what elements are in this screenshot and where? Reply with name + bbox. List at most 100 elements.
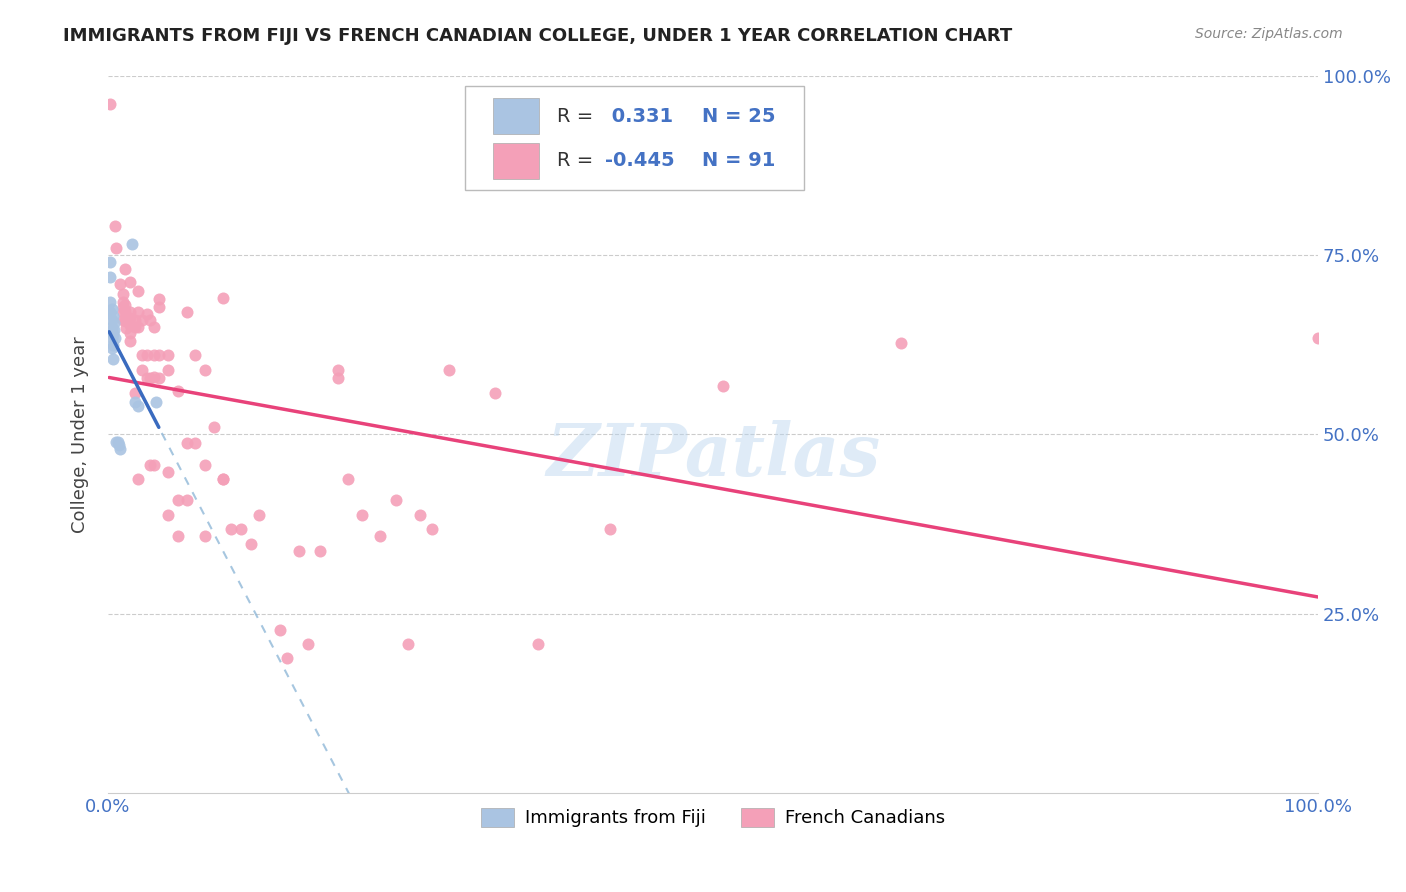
Text: N = 25: N = 25 <box>702 106 776 126</box>
Point <box>101 326 124 341</box>
Point <box>118 275 141 289</box>
Point <box>352 508 374 522</box>
Point <box>1308 330 1330 344</box>
Point <box>127 319 149 334</box>
Point <box>105 434 128 449</box>
Point <box>100 319 122 334</box>
Point <box>167 529 190 543</box>
Point <box>108 442 131 456</box>
Point <box>184 349 207 363</box>
Point <box>204 420 226 434</box>
Point <box>212 291 235 305</box>
Point <box>148 300 170 314</box>
Point <box>409 508 432 522</box>
Point <box>212 472 235 486</box>
Point <box>326 363 349 377</box>
Text: ZIPatlas: ZIPatlas <box>546 420 880 491</box>
Point <box>269 623 291 637</box>
Point <box>326 371 349 385</box>
Point <box>139 458 162 472</box>
Text: N = 91: N = 91 <box>702 151 776 170</box>
Point <box>148 349 170 363</box>
Point <box>103 316 125 330</box>
Point <box>135 349 157 363</box>
Point <box>107 434 129 449</box>
Point <box>100 341 122 355</box>
Point <box>124 395 146 409</box>
Point <box>484 385 506 400</box>
Text: R =: R = <box>557 106 593 126</box>
Point <box>143 349 166 363</box>
Point <box>118 334 141 348</box>
Point <box>118 326 141 340</box>
Point <box>131 363 153 377</box>
Point <box>221 522 243 536</box>
Point <box>385 493 408 508</box>
Point <box>127 284 149 298</box>
Point <box>420 522 443 536</box>
Point <box>100 330 122 344</box>
Point <box>111 294 134 309</box>
Point <box>157 349 180 363</box>
Point <box>145 395 167 409</box>
Text: -0.445: -0.445 <box>606 151 675 170</box>
Point <box>184 436 207 450</box>
Bar <box>494 143 538 178</box>
Point <box>368 529 391 543</box>
Point <box>114 304 136 318</box>
FancyBboxPatch shape <box>465 87 804 190</box>
Point <box>114 262 136 277</box>
Point <box>212 472 235 486</box>
Point <box>127 472 149 486</box>
Point <box>135 371 157 385</box>
Point <box>105 241 128 255</box>
Point <box>118 305 141 319</box>
Point <box>148 293 170 307</box>
Point <box>114 312 136 326</box>
Point <box>111 305 134 319</box>
Point <box>157 465 180 479</box>
Point <box>111 300 134 314</box>
Point <box>100 305 122 319</box>
Point <box>276 651 298 665</box>
Point <box>176 305 198 319</box>
Point <box>124 385 146 400</box>
Point <box>100 97 122 112</box>
Point <box>118 311 141 326</box>
Point <box>115 314 138 328</box>
Point <box>157 363 180 377</box>
Point <box>115 321 138 335</box>
Point <box>124 319 146 334</box>
Point <box>890 335 912 350</box>
Point <box>176 493 198 508</box>
Point <box>194 529 217 543</box>
Text: R =: R = <box>557 151 593 170</box>
Point <box>288 543 311 558</box>
Text: IMMIGRANTS FROM FIJI VS FRENCH CANADIAN COLLEGE, UNDER 1 YEAR CORRELATION CHART: IMMIGRANTS FROM FIJI VS FRENCH CANADIAN … <box>63 27 1012 45</box>
Point <box>439 363 461 377</box>
Point <box>139 312 162 326</box>
Text: Source: ZipAtlas.com: Source: ZipAtlas.com <box>1195 27 1343 41</box>
Point <box>104 219 127 234</box>
Point <box>143 458 166 472</box>
Point <box>127 399 149 413</box>
Point <box>104 330 127 344</box>
Point <box>114 298 136 312</box>
Point <box>194 458 217 472</box>
Point <box>157 508 180 522</box>
Text: 0.331: 0.331 <box>606 106 673 126</box>
Point <box>229 522 252 536</box>
Point <box>711 378 734 392</box>
Point <box>100 323 122 337</box>
Point <box>143 370 166 384</box>
Y-axis label: College, Under 1 year: College, Under 1 year <box>72 336 89 533</box>
Point <box>111 312 134 326</box>
Point <box>143 319 166 334</box>
Point <box>101 309 124 323</box>
Point <box>100 255 122 269</box>
Point <box>118 318 141 333</box>
Point <box>101 337 124 351</box>
Point <box>131 312 153 326</box>
Point <box>336 472 359 486</box>
Legend: Immigrants from Fiji, French Canadians: Immigrants from Fiji, French Canadians <box>474 801 952 835</box>
